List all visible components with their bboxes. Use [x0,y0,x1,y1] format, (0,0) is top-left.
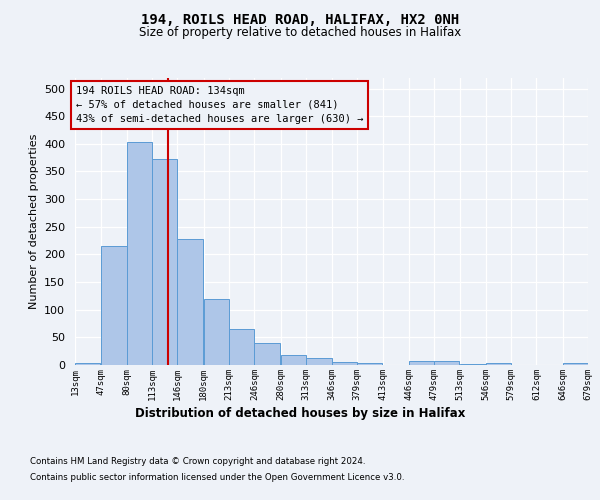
Y-axis label: Number of detached properties: Number of detached properties [29,134,38,309]
Bar [281,355,306,365]
Bar [75,363,100,365]
Bar [229,329,254,365]
Bar [254,344,280,365]
Text: Contains HM Land Registry data © Crown copyright and database right 2024.: Contains HM Land Registry data © Crown c… [30,458,365,466]
Text: 194 ROILS HEAD ROAD: 134sqm
← 57% of detached houses are smaller (841)
43% of se: 194 ROILS HEAD ROAD: 134sqm ← 57% of det… [76,86,363,124]
Text: 194, ROILS HEAD ROAD, HALIFAX, HX2 0NH: 194, ROILS HEAD ROAD, HALIFAX, HX2 0NH [141,12,459,26]
Bar [127,142,152,365]
Text: Contains public sector information licensed under the Open Government Licence v3: Contains public sector information licen… [30,472,404,482]
Bar [460,364,485,365]
Bar [203,299,229,365]
Bar [563,364,588,365]
Bar [178,239,203,365]
Bar [409,361,434,365]
Bar [306,358,331,365]
Bar [331,362,357,365]
Bar [357,364,382,365]
Text: Size of property relative to detached houses in Halifax: Size of property relative to detached ho… [139,26,461,39]
Bar [434,361,460,365]
Bar [101,246,127,365]
Text: Distribution of detached houses by size in Halifax: Distribution of detached houses by size … [135,408,465,420]
Bar [152,160,178,365]
Bar [485,364,511,365]
